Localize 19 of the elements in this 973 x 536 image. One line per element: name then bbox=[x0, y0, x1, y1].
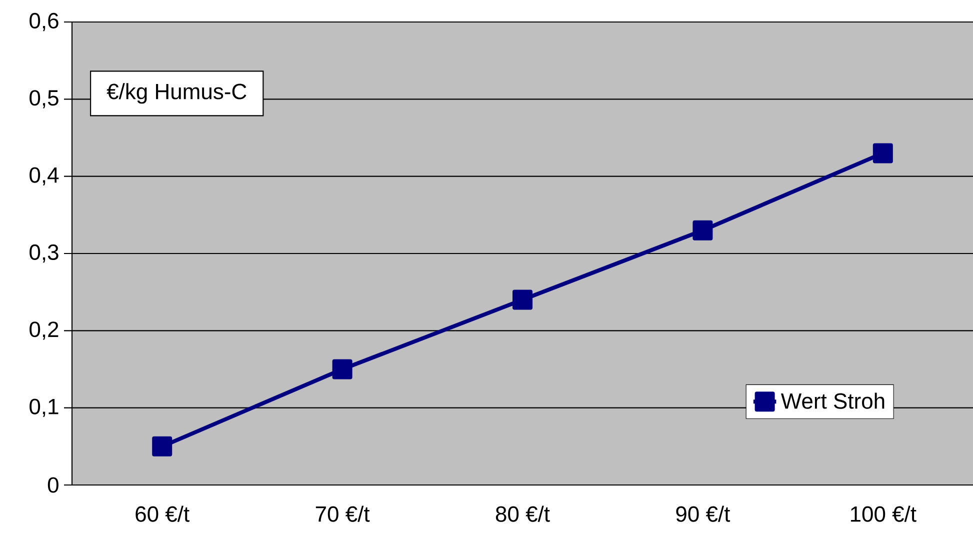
y-tick-label: 0 bbox=[48, 477, 58, 493]
y-tick-label: 0,1 bbox=[30, 398, 58, 417]
y-tick-label: 0,2 bbox=[30, 322, 58, 340]
point bbox=[152, 436, 172, 456]
x-tick-label: 80 €/t bbox=[496, 506, 550, 522]
y-axis-title: €/kg Humus-C bbox=[106, 83, 246, 104]
y-tick-label: 0,6 bbox=[30, 12, 58, 32]
x-tick-label: 60 €/t bbox=[136, 506, 190, 522]
y-tick-label: 0,3 bbox=[30, 244, 58, 263]
y-tick-label: 0,4 bbox=[30, 167, 59, 186]
x-tick-label: 90 €/t bbox=[676, 506, 730, 522]
x-tick-label: 70 €/t bbox=[316, 506, 370, 522]
y-tick-label: 0,5 bbox=[30, 90, 58, 108]
x-tick-label: 100 €/t bbox=[850, 506, 916, 522]
point bbox=[332, 359, 352, 380]
legend-label: Wert Stroh bbox=[780, 392, 884, 409]
point bbox=[512, 290, 533, 310]
point bbox=[692, 220, 713, 240]
point bbox=[872, 143, 893, 164]
